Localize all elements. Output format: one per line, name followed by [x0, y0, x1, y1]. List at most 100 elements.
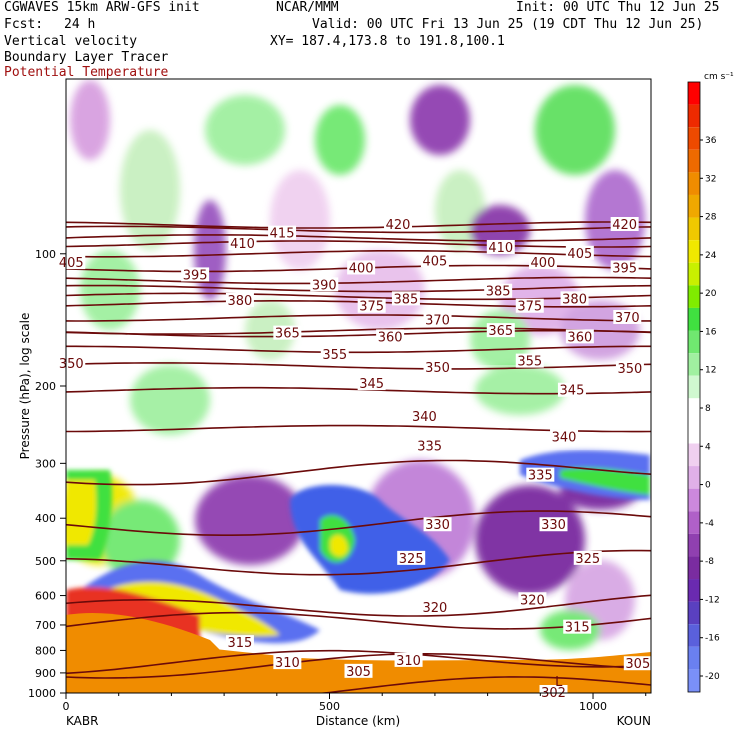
y-tick-label: 400 [35, 512, 56, 525]
colorbar-swatch [688, 443, 700, 467]
colorbar-label: 28 [705, 213, 717, 223]
theta-contour-line [66, 329, 651, 338]
contour-label-bg [273, 655, 302, 670]
contour-label: 380 [562, 292, 587, 307]
contour-label: 390 [312, 278, 337, 293]
contour-label: 405 [59, 256, 84, 271]
contour-label-bg [394, 652, 423, 667]
contour-label-bg [420, 253, 449, 268]
theta-contour-line [66, 292, 651, 301]
theta-contour-line [66, 549, 651, 576]
colorbar-units: cm s⁻¹ [704, 72, 734, 82]
contour-label-bg [565, 245, 594, 260]
theta-contour-line [66, 221, 651, 229]
contour-label-bg [57, 255, 86, 270]
contour-label: 350 [618, 362, 643, 377]
contour-label: 415 [270, 227, 295, 242]
contour-label: 310 [396, 654, 421, 669]
colorbar-swatch [688, 646, 700, 670]
contour-label-bg [357, 298, 386, 313]
contour-label-bg [528, 255, 557, 270]
contour-label: 420 [612, 218, 637, 233]
contour-label: 345 [560, 384, 585, 399]
contour-label-bg [423, 360, 452, 375]
colorbar-label: -16 [705, 634, 720, 644]
colorbar-swatch [688, 262, 700, 286]
y-tick-label: 300 [35, 457, 56, 470]
contour-label: 395 [183, 268, 208, 283]
theta-contour-line [66, 234, 651, 242]
contour-label-bg [310, 277, 339, 292]
contour-label: 305 [346, 665, 371, 680]
x-left-station: KABR [66, 714, 98, 728]
contour-label: 340 [412, 410, 437, 425]
contour-label-bg [615, 361, 644, 376]
header-fcst-label: Fcst: [4, 17, 44, 32]
contour-label-bg [415, 438, 444, 453]
contour-label-bg [518, 592, 547, 607]
colorbar-label: -12 [705, 595, 720, 605]
colorbar-label: -8 [705, 557, 714, 567]
colorbar-swatch [688, 420, 700, 444]
colorbar-swatch [688, 398, 700, 421]
contour-label: 315 [565, 621, 590, 636]
y-tick-label: 200 [35, 380, 56, 393]
contour-label-bg [573, 550, 602, 565]
header-field3: Potential Temperature [4, 65, 169, 80]
contour-label: 385 [486, 285, 511, 300]
colorbar-label: 0 [705, 481, 711, 491]
theta-contour-line [66, 676, 651, 693]
contour-label-bg [420, 599, 449, 614]
y-axis: 100 200 300 400 500 600 700 800 900 1000 [28, 248, 66, 700]
contour-label: 335 [417, 440, 442, 455]
contour-label-bg [515, 298, 544, 313]
header-fcst-value: 24 h [64, 17, 96, 32]
contour-label-bg [391, 291, 420, 306]
contour-label-bg [397, 550, 426, 565]
theta-contour-line [66, 240, 651, 248]
y-tick-label: 900 [35, 667, 56, 680]
theta-contour-line [66, 225, 651, 234]
x-tick-label: 0 [63, 700, 70, 713]
theta-contour-line [66, 653, 651, 679]
contour-label-bg [225, 292, 254, 307]
contour-label: 420 [386, 218, 411, 233]
contour-label-bg [423, 312, 452, 327]
colorbar-label: 20 [705, 289, 717, 299]
contour-label-bg [613, 309, 642, 324]
colorbar-label: 32 [705, 174, 716, 184]
colorbar-swatch [688, 601, 700, 625]
contour-label-bg [273, 325, 302, 340]
y-axis-label: Pressure (hPa), log scale [18, 313, 32, 460]
contour-label: 315 [228, 636, 253, 651]
colorbar-swatch [688, 194, 700, 218]
colorbar-swatch [688, 488, 700, 512]
colorbar-label: 4 [705, 442, 711, 452]
header-field2: Boundary Layer Tracer [4, 50, 169, 65]
contour-label: 320 [423, 601, 448, 616]
theta-contour-labels: 405 410 415 420 420 395 390 400 405 410 400 405 395 3… [57, 217, 652, 701]
contour-label: 400 [531, 256, 556, 271]
theta-contour-line [66, 459, 651, 486]
contour-label: 310 [275, 656, 300, 671]
contour-label-bg [515, 353, 544, 368]
theta-contour-line [66, 284, 651, 293]
contour-label: 405 [423, 254, 448, 269]
colorbar-swatch [688, 556, 700, 580]
theta-contour-line [66, 345, 651, 354]
colorbar-label: 36 [705, 136, 717, 146]
contour-label-bg [486, 323, 515, 338]
contour-label: 410 [488, 241, 513, 256]
contour-label-bg [539, 685, 568, 699]
y-tick-label: 1000 [28, 687, 56, 700]
colorbar-swatch [688, 579, 700, 602]
contour-label: 330 [541, 518, 566, 533]
colorbar-label: -20 [705, 672, 720, 682]
contour-label-bg [526, 467, 555, 482]
y-tick-label: 100 [35, 248, 56, 261]
theta-contour-line [66, 276, 651, 285]
contour-label-bg [228, 235, 257, 250]
colorbar-swatch [688, 217, 700, 241]
contour-label-bg [563, 619, 592, 634]
